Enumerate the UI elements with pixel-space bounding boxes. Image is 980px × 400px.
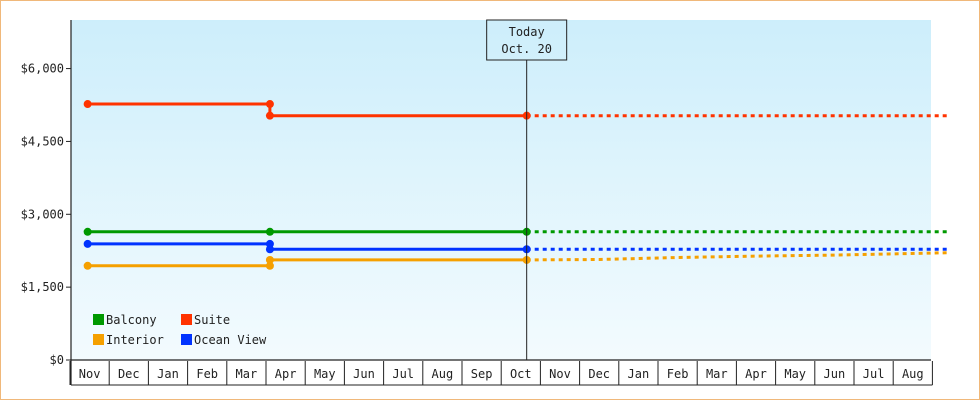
y-tick-label: $1,500 — [21, 280, 64, 294]
x-tick-label: Jul — [863, 367, 885, 381]
y-tick-label: $4,500 — [21, 134, 64, 148]
legend-swatch — [93, 334, 104, 345]
x-tick-label: Apr — [745, 367, 767, 381]
x-tick-label: Jul — [392, 367, 414, 381]
y-tick-label: $0 — [50, 353, 64, 367]
data-point — [83, 239, 92, 248]
x-tick-label: Mar — [706, 367, 728, 381]
data-point — [83, 261, 92, 270]
history-line — [87, 102, 527, 118]
legend-item-balcony: Balcony — [93, 313, 157, 327]
y-tick-label: $6,000 — [21, 62, 64, 76]
x-tick-label: Feb — [196, 367, 218, 381]
x-tick-label: Dec — [118, 367, 140, 381]
legend-swatch — [181, 314, 192, 325]
plot-area — [71, 20, 931, 360]
data-point — [265, 261, 274, 270]
x-tick-label: May — [314, 367, 336, 381]
x-tick-label: Apr — [275, 367, 297, 381]
x-tick-label: Nov — [549, 367, 571, 381]
today-box — [486, 19, 568, 61]
legend-swatch — [181, 334, 192, 345]
data-point — [265, 245, 274, 254]
data-point — [83, 100, 92, 109]
legend-item-suite: Suite — [181, 313, 230, 327]
series-balcony — [83, 227, 950, 236]
today-label: Today — [509, 25, 545, 39]
today-date: Oct. 20 — [501, 42, 552, 56]
x-tick-label: Jan — [628, 367, 650, 381]
x-tick-label: Feb — [667, 367, 689, 381]
x-tick-label: Jan — [157, 367, 179, 381]
x-tick-label: Jun — [824, 367, 846, 381]
x-tick-label: Dec — [588, 367, 610, 381]
legend-swatch — [93, 314, 104, 325]
data-point — [83, 227, 92, 236]
legend-label: Suite — [194, 313, 230, 327]
data-point — [265, 100, 274, 109]
x-tick-label: Mar — [236, 367, 258, 381]
x-tick-label: Jun — [353, 367, 375, 381]
x-tick-label: Oct — [510, 367, 532, 381]
series-ocean-view — [83, 239, 950, 254]
data-point — [265, 111, 274, 120]
x-tick-label: Nov — [79, 367, 101, 381]
legend-item-interior: Interior — [93, 333, 164, 347]
y-tick-label: $3,000 — [21, 207, 64, 221]
legend-label: Balcony — [106, 313, 157, 327]
x-tick-label: May — [784, 367, 806, 381]
legend-label: Interior — [106, 333, 164, 347]
x-tick-label: Aug — [432, 367, 454, 381]
series-suite — [83, 100, 950, 120]
x-tick-label: Sep — [471, 367, 493, 381]
data-point — [265, 255, 274, 264]
legend-label: Ocean View — [194, 333, 267, 347]
x-tick-label: Aug — [902, 367, 924, 381]
legend-item-ocean-view: Ocean View — [181, 333, 267, 347]
data-point — [265, 227, 274, 236]
